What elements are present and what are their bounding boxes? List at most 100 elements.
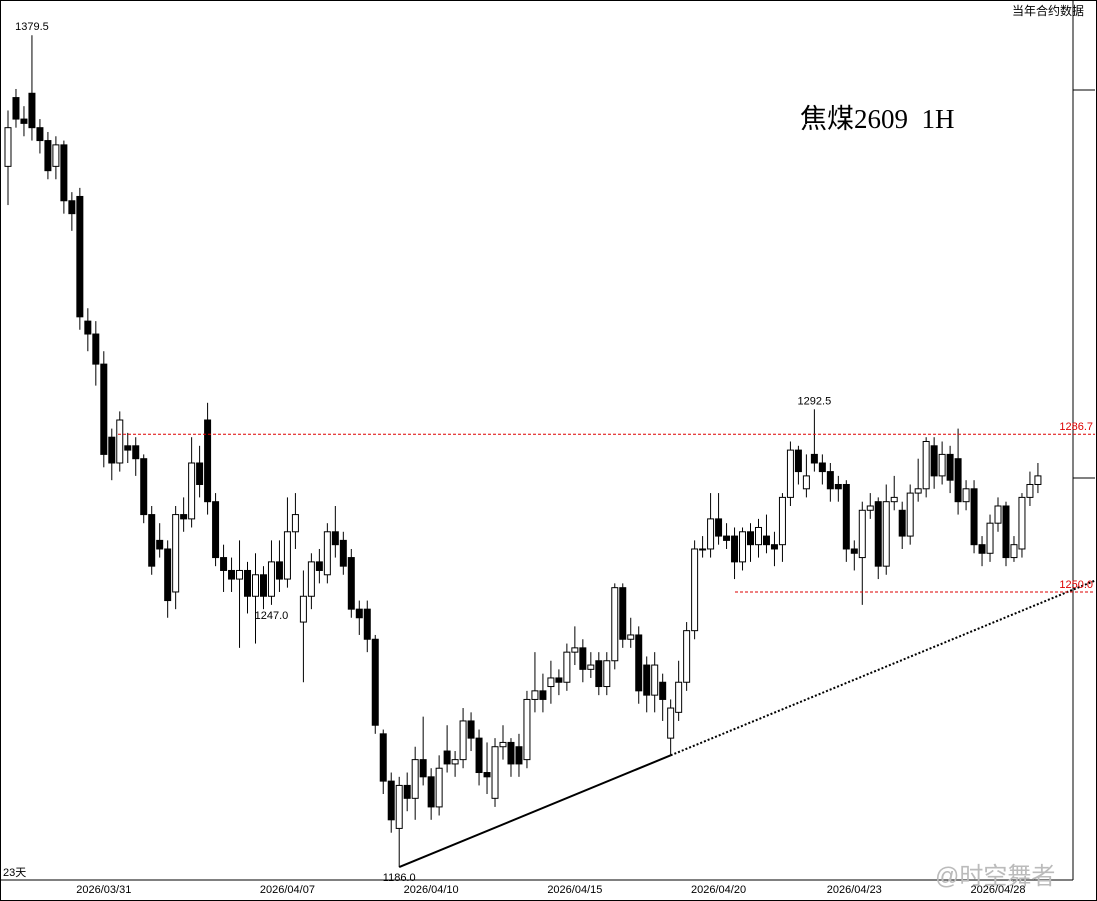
candle-body xyxy=(156,539,164,550)
level-label: 1286.7 xyxy=(1059,421,1093,433)
candle-body xyxy=(76,195,84,318)
candle-body xyxy=(475,737,483,774)
candle-body xyxy=(251,574,259,597)
price-annotation: 1292.5 xyxy=(798,395,832,407)
candle-body xyxy=(906,492,914,537)
candle-body xyxy=(555,677,563,683)
candle-body xyxy=(707,518,715,550)
x-tick-label: 2026/04/15 xyxy=(547,884,602,896)
candle-body xyxy=(938,453,946,477)
candle-body xyxy=(778,496,786,546)
candle-body xyxy=(874,501,882,567)
candle-body xyxy=(986,522,994,554)
candle-body xyxy=(994,505,1002,524)
candle-body xyxy=(339,539,347,567)
candle-body xyxy=(28,92,36,129)
candle-body xyxy=(196,462,204,485)
candle-body xyxy=(675,681,683,713)
candle-body xyxy=(754,526,762,546)
candle-body xyxy=(1018,496,1026,550)
watermark: @时空舞者 xyxy=(935,863,1055,890)
candle-body xyxy=(275,561,283,580)
candle-body xyxy=(523,698,531,761)
candle-body xyxy=(419,759,427,778)
candle-body xyxy=(810,453,818,464)
candle-body xyxy=(164,548,172,602)
candle-body xyxy=(834,483,842,490)
candle-body xyxy=(451,759,459,765)
candle-body xyxy=(443,750,451,765)
candle-body xyxy=(723,535,731,541)
candle-body xyxy=(643,664,651,696)
candle-body xyxy=(858,509,866,559)
candle-body xyxy=(355,608,363,619)
candle-body xyxy=(603,660,611,688)
candle-body xyxy=(4,127,12,167)
candle-body xyxy=(683,630,691,683)
candle-body xyxy=(579,647,587,670)
candle-body xyxy=(635,634,643,692)
candle-body xyxy=(52,144,60,167)
candle-body xyxy=(395,784,403,829)
candle-body xyxy=(930,445,938,477)
candle-body xyxy=(435,767,443,808)
candle-body xyxy=(236,569,244,580)
candle-body xyxy=(283,531,291,580)
candle-body xyxy=(307,561,315,597)
candle-body xyxy=(1002,505,1010,559)
candle-body xyxy=(267,561,275,597)
candle-body xyxy=(747,531,755,546)
candle-body xyxy=(794,449,802,473)
candle-body xyxy=(12,97,20,120)
candle-body xyxy=(459,720,467,761)
candle-body xyxy=(259,574,267,597)
candle-body xyxy=(323,531,331,576)
candle-body xyxy=(762,535,770,546)
corner-label: 当年合约数据 xyxy=(1012,3,1084,18)
candle-body xyxy=(731,535,739,563)
candle-body xyxy=(212,501,220,559)
candle-body xyxy=(547,677,555,688)
candle-body xyxy=(347,557,355,610)
candle-body xyxy=(68,200,76,215)
candle-body xyxy=(299,595,307,623)
price-annotation: 1247.0 xyxy=(255,610,289,622)
candle-body xyxy=(914,488,922,494)
candle-body xyxy=(92,333,100,365)
candle-body xyxy=(483,772,491,778)
candle-body xyxy=(387,780,395,821)
candle-body xyxy=(172,514,180,593)
candle-body xyxy=(1026,483,1034,498)
candle-body xyxy=(148,514,156,567)
candle-body xyxy=(467,720,475,739)
candle-body xyxy=(84,320,92,335)
candle-body xyxy=(563,651,571,683)
candle-body xyxy=(204,419,212,503)
candle-body xyxy=(962,488,970,503)
candle-body xyxy=(220,557,228,571)
candle-body xyxy=(531,690,539,700)
candle-body xyxy=(866,505,874,511)
candle-body xyxy=(116,419,124,464)
trendline xyxy=(398,754,672,869)
candle-body xyxy=(667,707,675,739)
candle-body xyxy=(108,436,116,464)
candle-body xyxy=(587,664,595,670)
candle-body xyxy=(507,741,515,765)
candle-body xyxy=(291,514,299,533)
candle-body xyxy=(44,140,52,172)
candle-body xyxy=(515,746,523,765)
candle-body xyxy=(651,664,659,696)
x-tick-label: 2026/04/07 xyxy=(260,884,315,896)
candle-body xyxy=(499,741,507,748)
candle-body xyxy=(659,681,667,700)
candle-body xyxy=(331,531,339,546)
price-annotation: 1379.5 xyxy=(15,21,49,33)
candle-body xyxy=(571,647,579,653)
candle-body xyxy=(403,784,411,799)
candle-body xyxy=(315,561,323,571)
candle-body xyxy=(188,462,196,520)
candle-body xyxy=(611,587,619,662)
candle-body xyxy=(826,471,834,490)
